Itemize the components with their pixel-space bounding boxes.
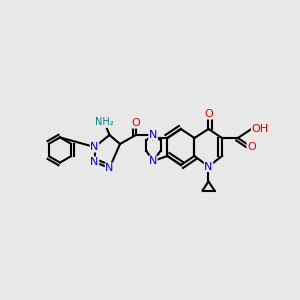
Text: N: N [204,161,213,172]
Text: N: N [90,142,99,152]
Text: N: N [90,157,99,167]
Text: O: O [247,142,256,152]
Text: O: O [204,109,213,119]
Text: OH: OH [251,124,268,134]
Text: N: N [149,130,157,140]
Text: O: O [131,118,140,128]
Text: NH₂: NH₂ [95,117,114,128]
Text: F: F [151,133,157,143]
Text: N: N [149,156,157,166]
Text: N: N [105,163,114,173]
